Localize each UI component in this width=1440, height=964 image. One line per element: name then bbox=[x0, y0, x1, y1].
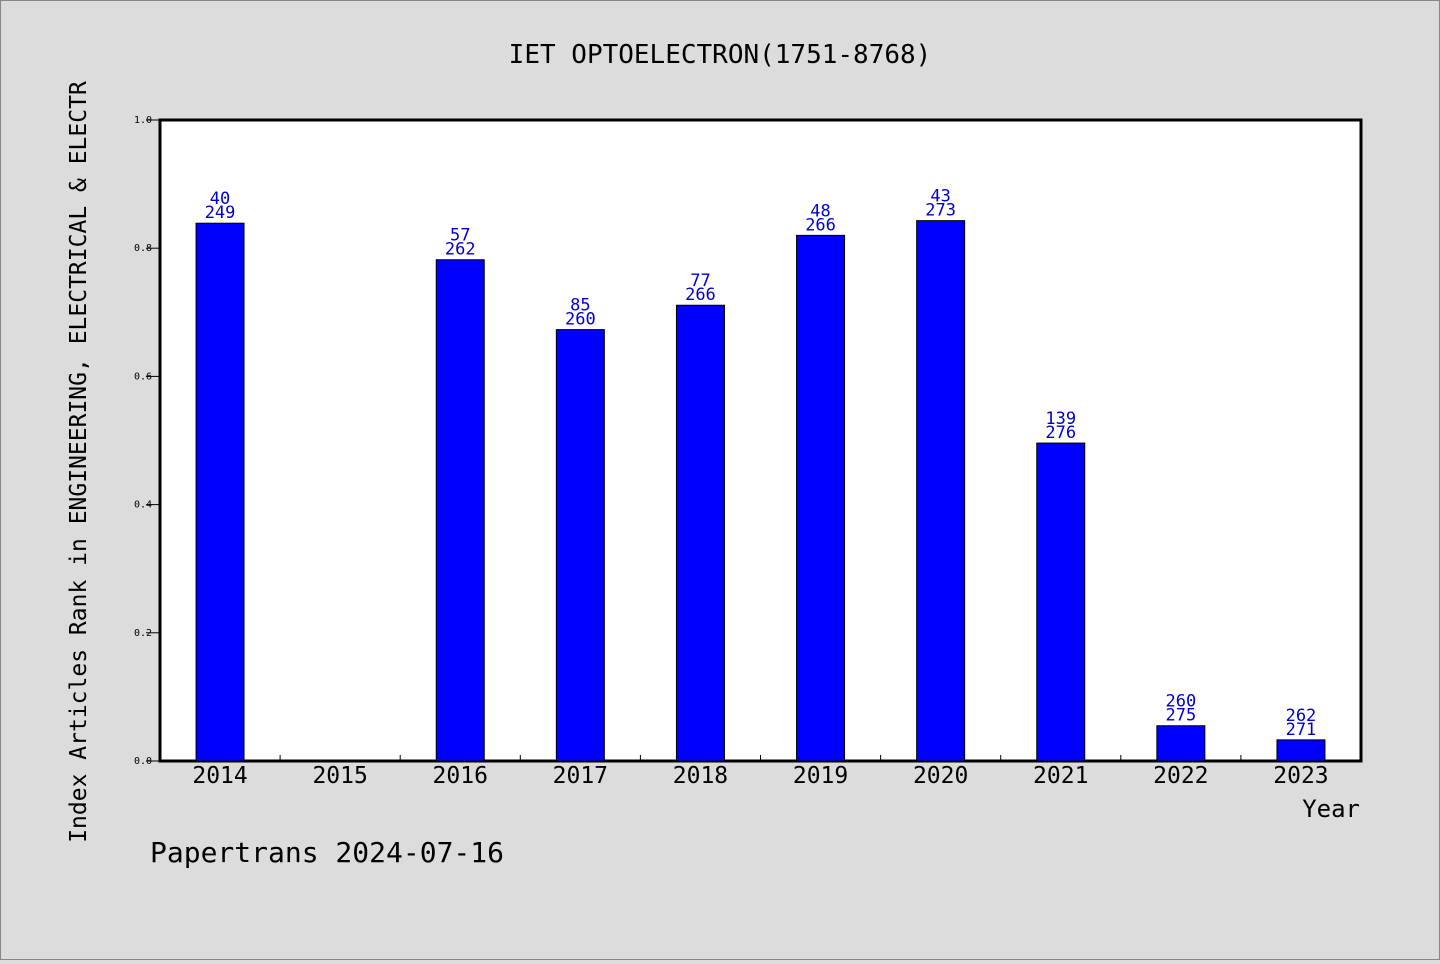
bar-total-label: 249 bbox=[205, 203, 236, 223]
bar-total-label: 260 bbox=[565, 310, 596, 330]
bars-layer: 4024957262852607726648266432731392762602… bbox=[195, 187, 1326, 762]
x-tick-label: 2023 bbox=[1273, 763, 1328, 789]
bar-rank-label: 262 bbox=[1286, 706, 1317, 726]
y-tick-label: 0.4 bbox=[134, 500, 152, 511]
bar-total-label: 266 bbox=[685, 285, 716, 305]
y-tick-label: 0.0 bbox=[134, 756, 152, 767]
x-tick-label: 2020 bbox=[913, 763, 968, 789]
footer-credit: Papertrans 2024-07-16 bbox=[150, 836, 504, 869]
plot-area bbox=[158, 118, 1363, 763]
bar bbox=[916, 220, 966, 762]
bar-rank-label: 85 bbox=[570, 296, 590, 316]
bar bbox=[1036, 442, 1086, 762]
bar-total-label: 271 bbox=[1286, 720, 1317, 740]
bar-total-label: 266 bbox=[805, 215, 836, 235]
y-tick-label: 0.2 bbox=[134, 628, 152, 639]
bar bbox=[1276, 739, 1326, 762]
bar-rank-label: 40 bbox=[210, 189, 230, 209]
x-tick-label: 2019 bbox=[793, 763, 848, 789]
y-tick-label: 0.8 bbox=[134, 243, 152, 254]
x-tick-label: 2018 bbox=[673, 763, 728, 789]
bar-total-label: 273 bbox=[925, 201, 956, 221]
x-tick-label: 2017 bbox=[553, 763, 608, 789]
bar-rank-label: 48 bbox=[810, 201, 830, 221]
bar bbox=[195, 222, 245, 762]
y-axis-label: Index Articles Rank in ENGINEERING, ELEC… bbox=[66, 81, 92, 843]
bar-rank-label: 57 bbox=[450, 226, 470, 246]
x-tick-label: 2014 bbox=[192, 763, 247, 789]
bar bbox=[555, 329, 605, 762]
bar-rank-label: 43 bbox=[930, 187, 950, 207]
y-tick-label: 0.6 bbox=[134, 371, 152, 382]
chart-title: IET OPTOELECTRON(1751-8768) bbox=[509, 40, 932, 70]
bar-rank-label: 139 bbox=[1045, 409, 1076, 429]
bar-total-label: 276 bbox=[1045, 423, 1076, 443]
bar-rank-label: 77 bbox=[690, 271, 710, 291]
bar bbox=[675, 304, 725, 762]
x-tick-label: 2016 bbox=[433, 763, 488, 789]
bar-rank-label: 260 bbox=[1165, 692, 1196, 712]
bar-total-label: 275 bbox=[1165, 706, 1196, 726]
y-tick-label: 1.0 bbox=[134, 115, 152, 126]
x-tick-label: 2015 bbox=[312, 763, 367, 789]
x-axis-label: Year bbox=[1302, 795, 1360, 823]
axis-layer: 0.0 0.2 0.4 0.6 0.8 1.0 2014 2015 2016 2017 2018 20… bbox=[134, 115, 1329, 789]
bar bbox=[435, 259, 485, 762]
x-tick-label: 2021 bbox=[1033, 763, 1088, 789]
bar-total-label: 262 bbox=[445, 240, 476, 260]
bar bbox=[796, 234, 846, 762]
x-tick-label: 2022 bbox=[1153, 763, 1208, 789]
bar bbox=[1156, 725, 1206, 762]
